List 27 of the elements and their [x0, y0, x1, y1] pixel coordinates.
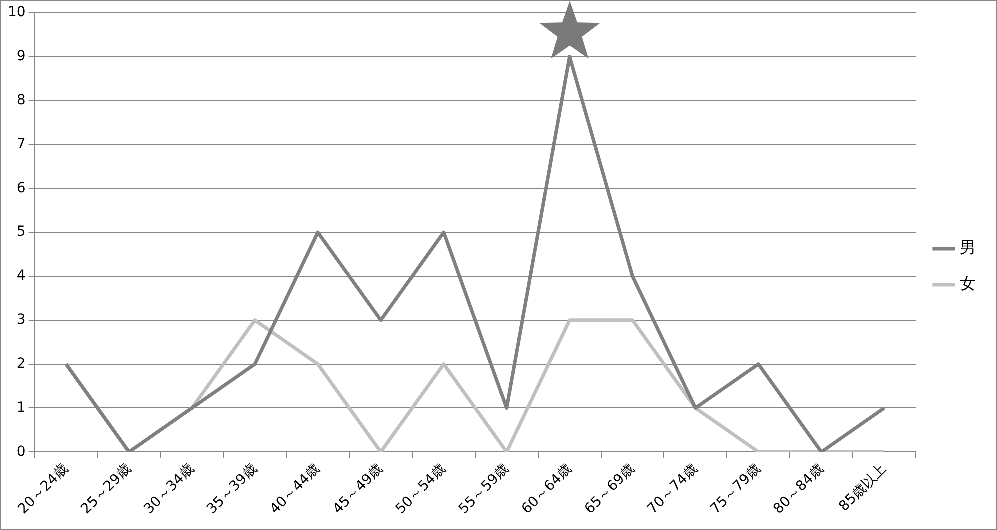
x-tick-label: 80～84歳 [770, 461, 827, 518]
y-tick-label: 10 [8, 4, 26, 21]
x-tick-label: 45～49歳 [330, 461, 386, 518]
legend-label: 男 [960, 238, 976, 258]
x-tick-label: 85歳以上 [836, 461, 890, 515]
legend-label: 女 [960, 274, 976, 294]
y-tick-label: 3 [16, 312, 26, 328]
y-tick-label: 4 [16, 268, 26, 284]
x-tick-label: 20～24歳 [15, 461, 72, 518]
y-tick-label: 7 [16, 136, 26, 152]
y-tick-label: 2 [16, 356, 26, 372]
x-tick-label: 35～39歳 [204, 461, 261, 518]
x-tick-label: 60～64歳 [518, 461, 576, 518]
x-tick-label: 75～79歳 [708, 461, 764, 518]
y-tick-label: 0 [16, 444, 26, 460]
x-tick-label: 70～74歳 [644, 461, 702, 518]
x-tick-label: 55～59歳 [456, 461, 512, 518]
y-tick-label: 5 [16, 224, 26, 240]
x-tick-label: 40～44歳 [267, 461, 324, 518]
y-tick-label: 1 [16, 400, 26, 416]
x-tick-label: 65～69歳 [582, 461, 638, 518]
y-tick-label: 9 [16, 48, 26, 65]
x-tick-label: 50～54歳 [393, 461, 450, 518]
y-tick-label: 8 [16, 92, 26, 108]
x-tick-label: 25～29歳 [78, 461, 135, 518]
x-tick-label: 30～34歳 [141, 461, 198, 518]
y-tick-label: 6 [16, 180, 26, 196]
